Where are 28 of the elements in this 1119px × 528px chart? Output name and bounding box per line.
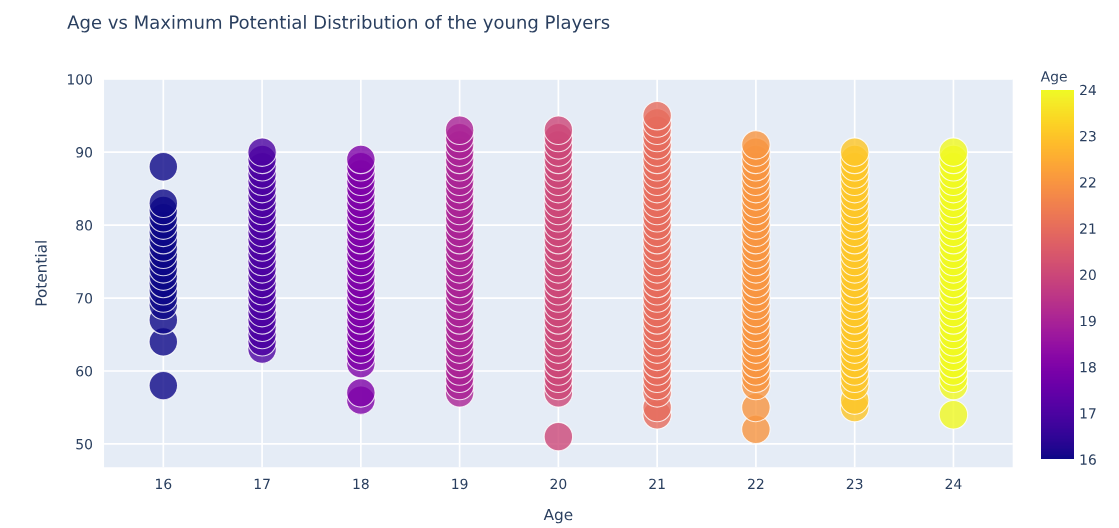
- y-tick-label: 50: [76, 438, 93, 450]
- chart-title: Age vs Maximum Potential Distribution of the young Players: [67, 15, 610, 33]
- x-tick-label: 20: [550, 478, 567, 490]
- y-axis-title: Potential: [34, 241, 47, 306]
- x-tick-label: 16: [156, 478, 172, 490]
- y-tick-label: 100: [67, 74, 93, 85]
- x-tick-label: 17: [254, 478, 270, 489]
- x-axis-title: Age: [543, 508, 573, 524]
- y-tick-label: 90: [76, 147, 93, 158]
- y-tick-label: 70: [76, 293, 93, 304]
- color-bar-label: 19: [1080, 315, 1096, 327]
- color-bar-label: 16: [1080, 454, 1096, 465]
- y-tick-label: 60: [76, 365, 93, 377]
- x-tick-label: 24: [945, 478, 962, 489]
- color-bar-label: 23: [1080, 130, 1096, 142]
- x-tick-label: 21: [649, 478, 665, 489]
- x-tick-label: 22: [748, 478, 764, 489]
- color-bar-title: Age: [1040, 71, 1067, 85]
- x-tick-label: 18: [353, 478, 369, 490]
- x-tick-label: 19: [452, 478, 468, 490]
- y-tick-label: 80: [76, 220, 93, 231]
- color-bar-label: 20: [1080, 269, 1096, 281]
- color-bar-label: 21: [1080, 223, 1096, 234]
- color-bar-label: 17: [1080, 408, 1096, 419]
- x-tick-label: 23: [846, 478, 863, 490]
- color-bar-label: 22: [1080, 177, 1096, 188]
- color-bar-label: 18: [1080, 361, 1096, 373]
- color-bar-label: 24: [1080, 84, 1096, 96]
